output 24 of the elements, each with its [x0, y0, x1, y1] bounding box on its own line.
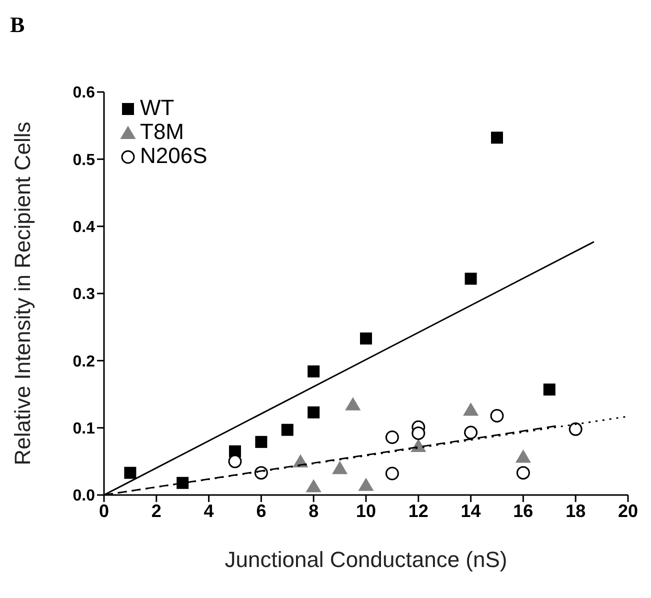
y-tick-label: 0.4 [72, 219, 96, 236]
text: B [10, 12, 25, 38]
legend-label: T8M [139, 119, 185, 144]
x-tick-label: 6 [256, 500, 266, 521]
x-tick-label: 0 [98, 500, 110, 521]
y-tick-label: 0.3 [72, 286, 96, 304]
y-tick-label: 0.1 [72, 420, 96, 438]
y-tick-label: 0.6 [72, 84, 96, 102]
y-tick-label: 0.5 [72, 152, 96, 169]
legend-label: WT [139, 95, 176, 120]
x-tick-label: 10 [356, 500, 376, 521]
y-tick-label: 0.0 [72, 488, 96, 505]
x-axis-title: Junctional Conductance (nS) [224, 547, 508, 572]
y-axis-title: Relative Intensity in Recipient Cells [10, 122, 35, 466]
x-tick-label: 18 [566, 500, 586, 521]
y-tick-label: 0.2 [72, 353, 96, 370]
x-tick-label: 16 [513, 500, 534, 521]
x-tick-label: 8 [308, 500, 319, 521]
x-tick-label: 20 [618, 500, 638, 521]
x-tick-label: 4 [204, 500, 214, 521]
legend-label: N206S [139, 143, 208, 168]
x-tick-label: 12 [408, 500, 428, 521]
x-tick-label: 2 [151, 500, 162, 521]
x-tick-label: 14 [460, 500, 481, 521]
